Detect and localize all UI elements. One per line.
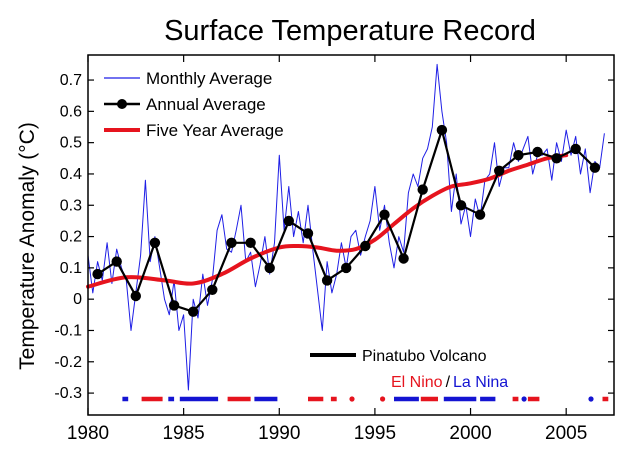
annual-average-point [149, 237, 161, 248]
enso-separator: / [446, 374, 451, 391]
la-nina-marker [588, 396, 594, 402]
pinatubo-label: Pinatubo Volcano [362, 348, 487, 365]
annual-average-point [168, 300, 180, 311]
annual-average-point [245, 237, 256, 248]
legend-monthly-label: Monthly Average [146, 69, 272, 88]
annual-average-point [589, 162, 601, 173]
annual-average-point [321, 275, 333, 286]
annual-average-point [207, 284, 218, 295]
annual-average-point [474, 209, 486, 220]
el-nino-label: El Nino [391, 374, 443, 391]
x-tick-label: 1980 [67, 423, 109, 444]
y-tick-label: 0.4 [60, 166, 82, 183]
annual-average-point [130, 290, 141, 302]
el-nino-marker [349, 396, 355, 402]
y-tick-label: -0.1 [54, 322, 82, 339]
annual-average-point [494, 165, 505, 176]
y-tick-label: 0.5 [60, 135, 82, 152]
legend-five-year-label: Five Year Average [146, 121, 284, 140]
annual-average-point [436, 124, 448, 136]
annual-average-point [379, 209, 390, 220]
annual-average-point [226, 237, 237, 248]
annual-average-point [92, 268, 103, 280]
y-axis-label: Temperature Anomaly (°C) [16, 122, 39, 370]
axis-ticks: -0.3 -0.2 -0.1 0 0.1 0.2 0.3 0.4 0.5 0.6 0.7 1980 19… [54, 55, 614, 444]
annual-average-point [513, 150, 524, 161]
x-tick-label: 1995 [354, 423, 396, 444]
series-layer [86, 63, 605, 391]
enso-event-markers [122, 396, 609, 402]
annual-average-point [302, 228, 314, 239]
plot-frame [87, 54, 615, 416]
annotations: Pinatubo Volcano El Nino / La Nina [310, 348, 508, 391]
annual-average-point [551, 153, 562, 164]
x-tick-label: 1990 [258, 423, 300, 444]
annual-average-point [417, 184, 428, 195]
annual-average-point [111, 256, 122, 267]
annual-average-point [570, 143, 581, 155]
annual-average-point [532, 146, 543, 158]
y-tick-label: 0.6 [60, 103, 82, 120]
legend: Monthly Average Annual Average Five Year… [104, 69, 284, 140]
annual-average-point [264, 262, 275, 274]
la-nina-marker [521, 396, 527, 402]
y-tick-label: 0.7 [60, 72, 82, 89]
annual-average-point [455, 200, 467, 211]
y-tick-label: 0 [73, 291, 82, 308]
la-nina-label: La Nina [453, 374, 508, 391]
y-tick-label: -0.2 [54, 354, 82, 371]
y-tick-label: -0.3 [54, 385, 82, 402]
chart-title: Surface Temperature Record [164, 15, 536, 47]
x-tick-label: 2000 [449, 423, 491, 444]
y-tick-label: 0.3 [60, 197, 82, 214]
x-tick-label: 2005 [545, 423, 587, 444]
annual-average-point [188, 306, 199, 317]
el-nino-marker [380, 396, 386, 402]
y-tick-label: 0.2 [60, 229, 82, 246]
annual-average-point [341, 262, 352, 274]
annual-average-point [360, 240, 371, 252]
legend-annual-label: Annual Average [146, 95, 266, 114]
annual-average-point [283, 215, 294, 227]
enso-legend-text: El Nino / La Nina [391, 374, 508, 391]
y-tick-label: 0.1 [60, 260, 82, 277]
annual-average-point [398, 253, 409, 264]
x-tick-label: 1985 [162, 423, 204, 444]
legend-annual-marker [117, 99, 127, 109]
